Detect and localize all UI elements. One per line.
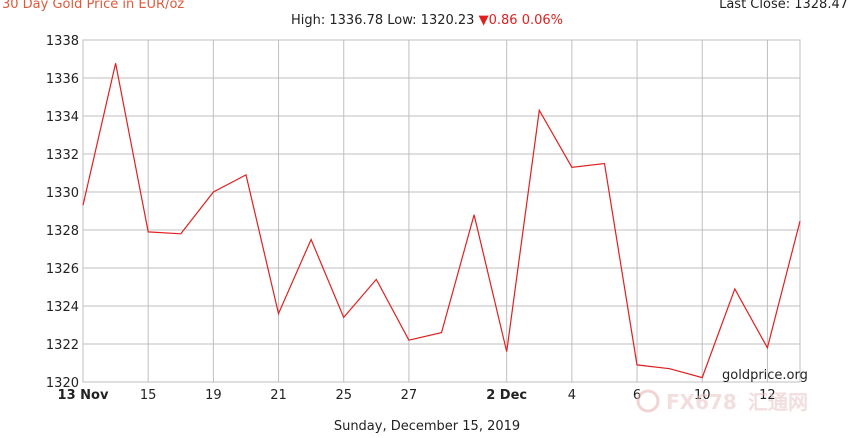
- x-tick-label: 12: [759, 388, 776, 403]
- price-line: [82, 63, 801, 379]
- y-tick-label: 1336: [46, 72, 79, 87]
- x-tick-label: 10: [694, 388, 711, 403]
- price-series: [82, 63, 801, 379]
- chart-title: 30 Day Gold Price in EUR/oz: [2, 0, 185, 12]
- price-stats: High: 1336.78 Low: 1320.23 ▼0.86 0.06%: [0, 13, 854, 28]
- y-tick-label: 1334: [46, 110, 79, 125]
- fx678-cn-text: 汇通网: [748, 390, 808, 414]
- change-percent: 0.06%: [521, 13, 563, 28]
- x-tick-label: 13 Nov: [58, 388, 109, 403]
- x-tick-label: 21: [270, 388, 287, 403]
- x-tick-label: 27: [401, 388, 418, 403]
- last-close-label: Last Close: 1328.47: [719, 0, 848, 12]
- y-tick-label: 1320: [46, 376, 79, 391]
- chart-grid: [82, 39, 801, 383]
- x-tick-label: 19: [205, 388, 222, 403]
- high-label: High: 1336.78: [290, 13, 384, 28]
- y-tick-label: 1332: [46, 148, 79, 163]
- change-value: 0.86: [488, 13, 518, 28]
- x-tick-label: 4: [568, 388, 576, 403]
- y-tick-label: 1322: [46, 338, 79, 353]
- fx678-logo-icon: [636, 389, 660, 413]
- x-axis-ticks: 13 Nov 15 19 21 25 27 2 Dec 4 6 10 12: [58, 388, 776, 403]
- x-tick-label: 15: [140, 388, 157, 403]
- x-tick-label: 25: [335, 388, 352, 403]
- chart-date: Sunday, December 15, 2019: [333, 419, 521, 434]
- y-tick-label: 1324: [46, 300, 79, 315]
- x-tick-label: 6: [633, 388, 641, 403]
- x-tick-label: 2 Dec: [486, 388, 527, 403]
- goldprice-watermark: goldprice.org: [722, 368, 808, 383]
- y-axis-ticks: 1320 1322 1324 1326 1328 1330 1332 1334 1336 1338: [46, 34, 79, 391]
- low-label: Low: 1320.23: [387, 13, 475, 28]
- y-tick-label: 1330: [46, 186, 79, 201]
- fx678-watermark: FX678 汇通网: [636, 389, 808, 414]
- y-tick-label: 1338: [46, 34, 79, 49]
- fx678-text: FX678: [666, 390, 737, 414]
- y-tick-label: 1328: [46, 224, 79, 239]
- y-tick-label: 1326: [46, 262, 79, 277]
- down-arrow-icon: ▼: [478, 13, 489, 28]
